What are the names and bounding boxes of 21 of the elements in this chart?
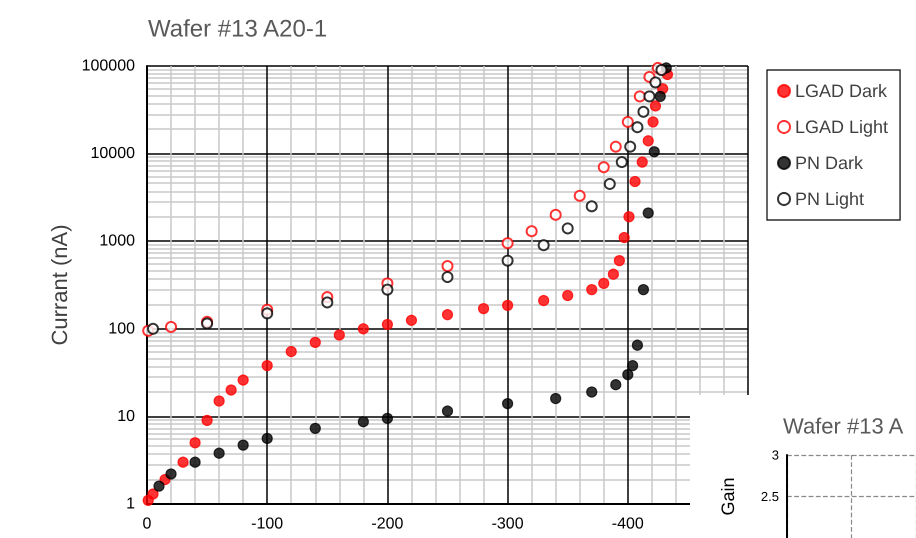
y-tick-label: 10000 [90, 145, 136, 162]
legend-label: LGAD Dark [795, 81, 888, 101]
y-tick-label: 100000 [82, 58, 136, 74]
y-tick-label: 100 [108, 320, 136, 338]
x-tick-label: -200 [371, 516, 404, 532]
y-axis-title: Currant (nA) [47, 224, 72, 346]
chart-title: Wafer #13 A [783, 414, 904, 438]
y-tick-label: 1000 [99, 232, 136, 250]
legend-label: LGAD Light [795, 117, 888, 137]
x-tick-label: -300 [492, 516, 524, 532]
x-tick-label: -100 [251, 516, 284, 532]
legend-label: PN Light [795, 189, 864, 209]
y-axis-title: Gain [718, 477, 738, 516]
y-tick-label: 3 [772, 448, 779, 462]
x-tick-label: -400 [612, 516, 644, 532]
legend-label: PN Dark [795, 153, 864, 173]
chart-title: Wafer #13 A20-1 [148, 16, 328, 42]
y-tick-label: 1 [126, 496, 136, 512]
y-tick-label: 2.5 [760, 489, 779, 504]
x-tick-label: 0 [142, 516, 152, 532]
y-tick-label: 10 [117, 408, 136, 425]
